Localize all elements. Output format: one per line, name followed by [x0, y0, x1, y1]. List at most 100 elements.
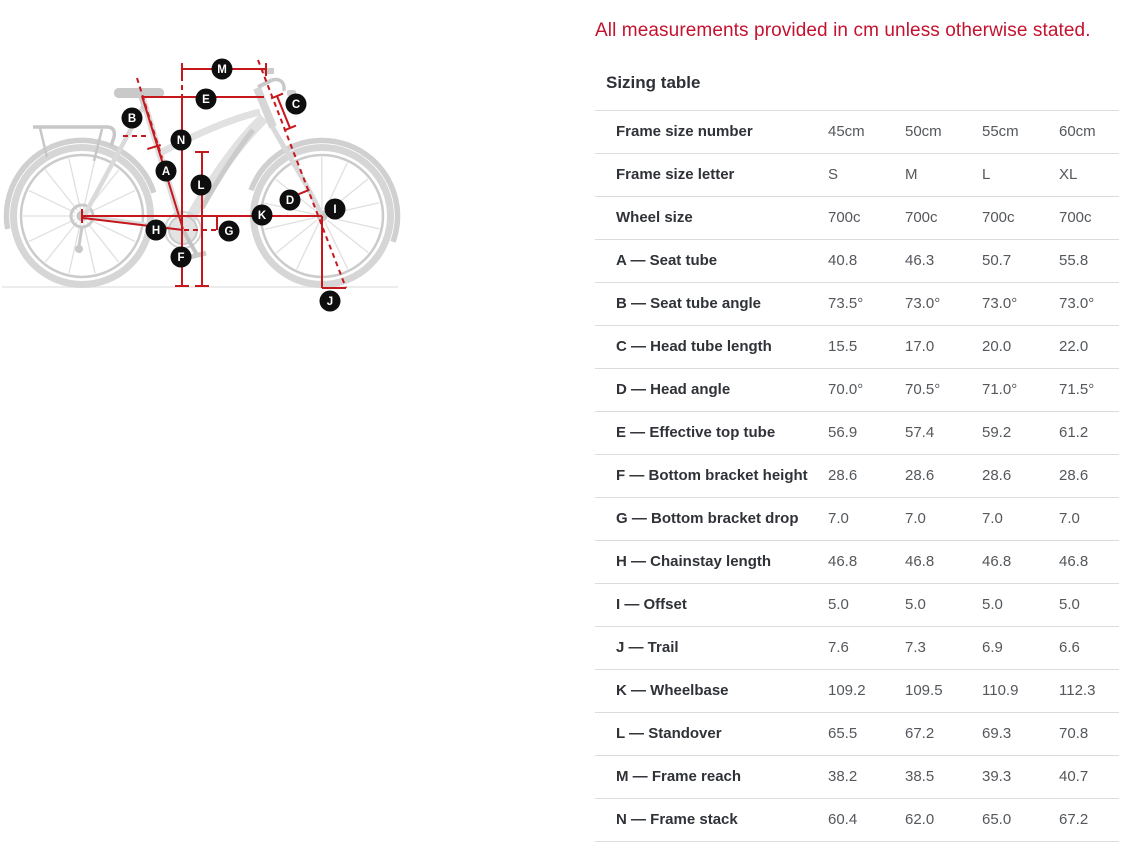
stem — [257, 78, 273, 89]
cell: 56.9 — [828, 424, 858, 442]
row-label: Frame size number — [616, 123, 753, 141]
head-angle-tick — [298, 188, 310, 196]
row-label: K — Wheelbase — [616, 682, 729, 700]
cell: 109.2 — [828, 682, 866, 700]
measurement-lines — [81, 59, 347, 289]
cell: 22.0 — [1059, 338, 1089, 356]
cell: 5.0 — [1059, 596, 1080, 614]
row-label: C — Head tube length — [616, 338, 772, 356]
cell: 7.0 — [1059, 510, 1080, 528]
cell: 7.0 — [828, 510, 849, 528]
spoke — [28, 189, 76, 214]
badge-letter-L: L — [197, 180, 204, 192]
row-label: Frame size letter — [616, 166, 735, 184]
cell: 71.0° — [982, 381, 1018, 399]
front-fender — [248, 137, 401, 243]
cell: 28.6 — [982, 467, 1012, 485]
cell: 700c — [905, 209, 938, 227]
cell: 60cm — [1059, 123, 1096, 141]
cell: 46.8 — [828, 553, 858, 571]
cell: 60.4 — [828, 811, 858, 829]
cell: 39.3 — [982, 768, 1012, 786]
sizing-table: Frame size number 45cm 50cm 55cm 60cm Frame s… — [595, 109, 1119, 842]
cell: 28.6 — [828, 467, 858, 485]
rack-strut — [92, 128, 104, 162]
cell: 46.8 — [1059, 553, 1089, 571]
cell: 70.5° — [905, 381, 941, 399]
spoke — [28, 218, 76, 243]
badge-E — [195, 88, 217, 110]
table-row: L — Standover 65.5 67.2 69.3 70.8 — [595, 713, 1119, 756]
spoke — [68, 158, 82, 210]
cell: 109.5 — [905, 682, 943, 700]
table-row: B — Seat tube angle 73.5° 73.0° 73.0° 73.0° — [595, 283, 1119, 326]
badge-letter-I: I — [333, 204, 336, 216]
cell: 59.2 — [982, 424, 1012, 442]
table-row: H — Chainstay length 46.8 46.8 46.8 46.8 — [595, 541, 1119, 584]
cell: 7.6 — [828, 639, 849, 657]
cell: 46.8 — [982, 553, 1012, 571]
cell: 67.2 — [905, 725, 935, 743]
top-tube — [160, 108, 261, 156]
cell: 38.2 — [828, 768, 858, 786]
cell: 20.0 — [982, 338, 1012, 356]
cell: 28.6 — [1059, 467, 1089, 485]
badge-letter-M: M — [217, 64, 227, 76]
badge-letter-G: G — [225, 226, 234, 238]
cell: 50cm — [905, 123, 942, 141]
cell: 38.5 — [905, 768, 935, 786]
row-label: H — Chainstay length — [616, 553, 772, 571]
badge-G — [218, 220, 240, 242]
badge-letter-D: D — [286, 195, 294, 207]
table-row: K — Wheelbase 109.2 109.5 110.9 112.3 — [595, 670, 1119, 713]
head-tube — [253, 86, 277, 129]
head-tube-tick — [283, 124, 297, 132]
spoke — [85, 221, 120, 263]
cell: S — [828, 166, 839, 184]
rear-rack — [33, 125, 117, 147]
cell: 45cm — [828, 123, 865, 141]
cell: 7.0 — [905, 510, 926, 528]
cell: 6.6 — [1059, 639, 1080, 657]
cell: 65.5 — [828, 725, 858, 743]
pedal — [189, 250, 207, 260]
cell: 61.2 — [1059, 424, 1089, 442]
bike-geometry-diagram: M E C B N A L D I K H G F J — [0, 0, 420, 330]
fork — [269, 124, 324, 216]
badge-letter-K: K — [258, 210, 267, 222]
cell: 62.0 — [905, 811, 935, 829]
badge-I — [324, 198, 346, 220]
badge-H — [145, 219, 167, 241]
badge-J — [319, 290, 341, 312]
table-row: Frame size number 45cm 50cm 55cm 60cm — [595, 111, 1119, 154]
measurement-letter-badges: M E C B N A L D I K H G F J — [121, 58, 346, 312]
table-row: C — Head tube length 15.5 17.0 20.0 22.0 — [595, 326, 1119, 369]
cell: 7.3 — [905, 639, 926, 657]
row-label: N — Frame stack — [616, 811, 738, 829]
bike-geometry-svg: M E C B N A L D I K H G F J — [2, 58, 401, 312]
table-row: N — Frame stack 60.4 62.0 65.0 67.2 — [595, 799, 1119, 842]
spoke — [44, 169, 79, 211]
row-label: M — Frame reach — [616, 768, 742, 786]
spoke — [296, 222, 320, 270]
cell: 40.8 — [828, 252, 858, 270]
badge-M — [211, 58, 233, 80]
badge-B — [121, 107, 143, 129]
badge-C — [285, 93, 307, 115]
row-label: I — Offset — [616, 596, 687, 614]
cell: 15.5 — [828, 338, 858, 356]
saddle — [114, 88, 164, 98]
handlebar — [271, 77, 286, 92]
rear-fender — [3, 137, 157, 230]
table-row: D — Head angle 70.0° 70.5° 71.0° 71.5° — [595, 369, 1119, 412]
spoke — [324, 222, 349, 270]
battery — [199, 128, 255, 210]
seat-axis-dashed — [136, 77, 163, 159]
row-label: D — Head angle — [616, 381, 731, 399]
cell: 5.0 — [982, 596, 1003, 614]
table-row: Frame size letter S M L XL — [595, 154, 1119, 197]
cell: 46.3 — [905, 252, 935, 270]
row-label: G — Bottom bracket drop — [616, 510, 799, 528]
spoke — [88, 218, 136, 243]
